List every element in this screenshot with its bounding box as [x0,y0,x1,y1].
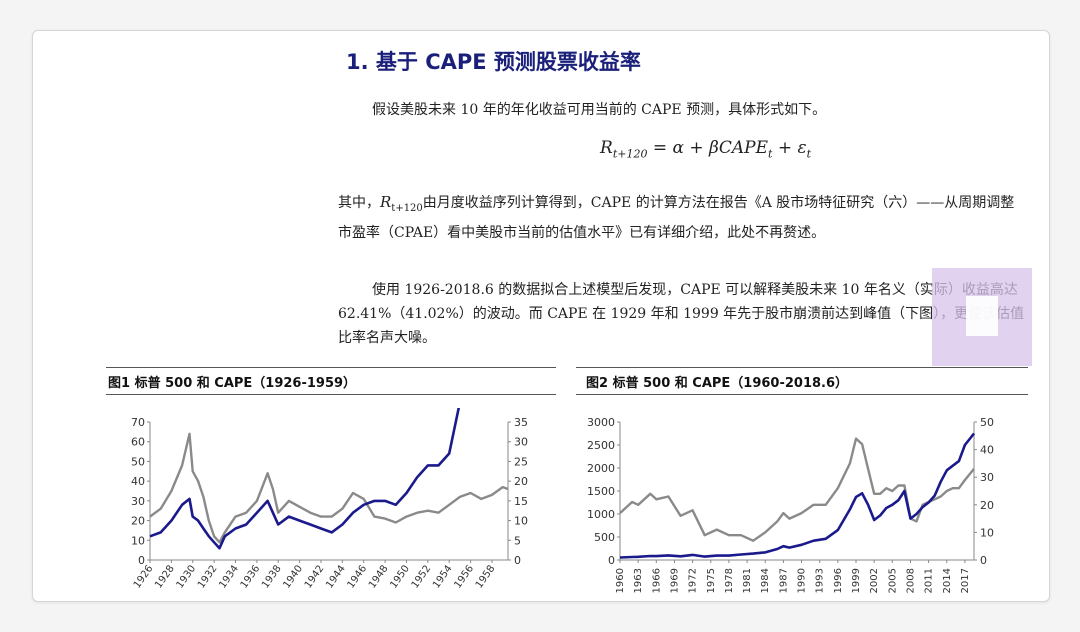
x-tick-label: 2008 [905,568,916,593]
x-tick-label: 1934 [217,563,241,590]
x-tick-label: 1926 [132,563,156,590]
x-tick-label: 1938 [260,563,284,590]
formula-lhs: R [600,138,613,158]
x-tick-label: 2014 [942,568,953,593]
left-tick-label: 3000 [587,416,615,429]
x-tick-label: 1981 [742,568,753,593]
p2-rest: 由月度收益序列计算得到，CAPE 的计算方法在报告《A 股市场特征研究（六）——… [338,195,1015,241]
x-tick-label: 1950 [388,563,412,590]
right-tick-label: 40 [980,444,994,457]
right-tick-label: 30 [514,436,528,449]
x-tick-label: 2017 [960,568,971,593]
right-tick-label: 50 [980,416,994,429]
watermark-icon [966,296,998,336]
x-tick-label: 1960 [615,568,626,593]
fig1-top-rule [106,367,556,368]
x-tick-label: 1930 [175,563,199,590]
right-tick-label: 20 [980,499,994,512]
left-tick-label: 10 [131,534,145,547]
chart-sp500-cape-1960-2018: 0 500 1000 1500 2000 2500 3000 0 10 20 30 40 50 1960 1… [587,416,994,593]
fig2-title: 图2 标普 500 和 CAPE（1960-2018.6） [586,376,849,391]
left-tick-label: 0 [138,554,145,567]
cape-formula: Rt+120 = α + βCAPEt + εt [600,138,811,160]
x-tick-label: 1996 [833,568,844,593]
left-tick-label: 2500 [587,439,615,452]
x-tick-label: 1956 [452,563,476,590]
x-tick-label: 1972 [688,568,699,593]
x-tick-label: 1942 [303,563,327,590]
right-tick-label: 25 [514,455,528,468]
x-tick-label: 1969 [669,568,680,593]
section-heading: 1. 基于 CAPE 预测股票收益率 [346,50,641,74]
chart-sp500-cape-1926-1959: 0102030405060700510152025303519261928193… [131,408,528,591]
fig2-top-rule [576,367,1028,368]
paragraph-2: 其中，Rt+120由月度收益序列计算得到，CAPE 的计算方法在报告《A 股市场… [338,190,1028,245]
x-tick-label: 1928 [153,563,177,590]
x-tick-label: 1954 [431,563,455,590]
formula-tail-sub: t [806,147,812,161]
left-tick-label: 60 [131,436,145,449]
x-tick-label: 1958 [474,563,498,590]
right-tick-label: 5 [514,534,521,547]
x-tick-label: 1987 [778,568,789,593]
p2-r: R [380,193,392,211]
left-tick-label: 20 [131,515,145,528]
formula-rhs: = α + βCAPE [647,138,768,158]
formula-tail: + ε [772,138,807,158]
fig1-rule [106,394,556,395]
fig1-title: 图1 标普 500 和 CAPE（1926-1959） [108,376,357,391]
left-tick-label: 2000 [587,462,615,475]
right-tick-label: 30 [980,471,994,484]
left-tick-label: 70 [131,416,145,429]
sp500-series-line [149,408,461,550]
right-tick-label: 10 [514,515,528,528]
right-tick-label: 10 [980,526,994,539]
left-tick-label: 1500 [587,485,615,498]
paragraph-1: 假设美股未来 10 年的年化收益可用当前的 CAPE 预测，具体形式如下。 [372,102,827,118]
x-tick-label: 2011 [924,568,935,593]
x-tick-label: 1940 [281,563,305,590]
formula-rhs-sub: t [768,147,773,161]
left-tick-label: 500 [594,531,615,544]
formula-lhs-sub: t+120 [612,147,648,161]
fig2-rule [576,394,1028,395]
x-tick-label: 1978 [724,568,735,593]
x-tick-label: 1948 [367,563,391,590]
x-tick-label: 1993 [815,568,826,593]
document-card [32,30,1050,602]
x-tick-label: 1990 [797,568,808,593]
p2-r-sub: t+120 [391,202,423,214]
x-tick-label: 1984 [760,568,771,593]
right-tick-label: 0 [980,554,987,567]
left-tick-label: 50 [131,455,145,468]
x-tick-label: 1944 [324,563,348,590]
cape-series-line [619,437,975,542]
right-tick-label: 20 [514,475,528,488]
x-tick-label: 1932 [196,563,220,590]
x-tick-label: 1999 [851,568,862,593]
left-tick-label: 40 [131,475,145,488]
x-tick-label: 1936 [239,563,263,590]
x-tick-label: 1966 [651,568,662,593]
left-tick-label: 1000 [587,508,615,521]
right-tick-label: 35 [514,416,528,429]
x-tick-label: 1952 [410,563,434,590]
x-tick-label: 1975 [706,568,717,593]
x-tick-label: 2002 [869,568,880,593]
left-tick-label: 0 [608,554,615,567]
left-tick-label: 30 [131,495,145,508]
watermark-logo [932,268,1032,366]
x-tick-label: 1946 [346,563,370,590]
x-tick-label: 2005 [887,568,898,593]
right-tick-label: 0 [514,554,521,567]
paragraph-3: 使用 1926-2018.6 的数据拟合上述模型后发现，CAPE 可以解释美股未… [338,282,1025,346]
cape-series-line [149,432,509,544]
sp500-series-line [619,432,976,559]
x-tick-label: 1963 [633,568,644,593]
right-tick-label: 15 [514,495,528,508]
p2-lead: 其中， [338,195,380,211]
